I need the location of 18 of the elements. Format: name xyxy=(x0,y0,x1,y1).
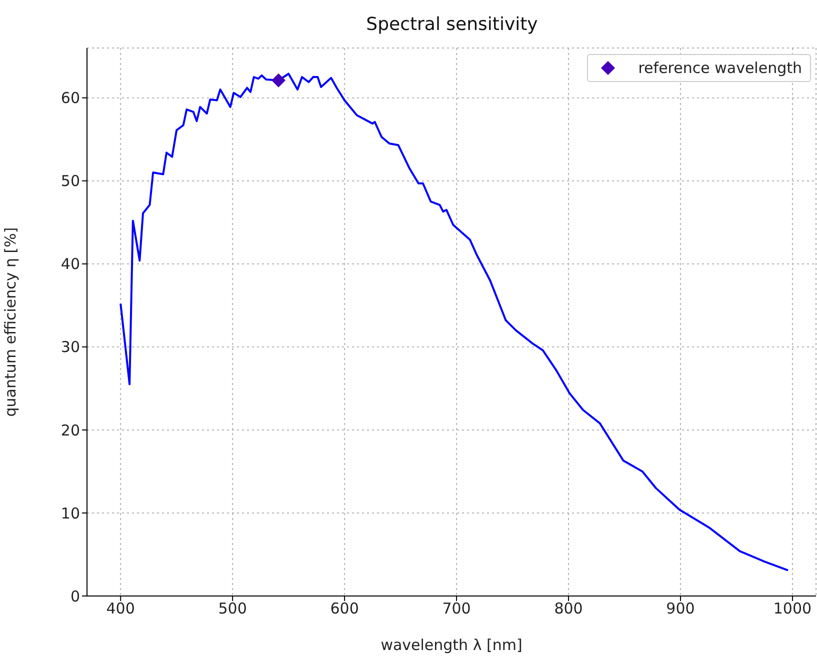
x-tick-label: 700 xyxy=(442,600,471,618)
x-tick-label: 1000 xyxy=(773,600,812,618)
x-tick-label: 800 xyxy=(554,600,583,618)
chart-title: Spectral sensitivity xyxy=(365,14,539,35)
y-axis-title: quantum efficiency η [%] xyxy=(1,227,20,417)
y-tick-label: 50 xyxy=(60,172,80,190)
y-tick-label: 20 xyxy=(60,421,80,440)
y-tick-label: 10 xyxy=(60,504,80,522)
x-tick-label: 900 xyxy=(666,600,695,618)
y-tick-label: 40 xyxy=(60,255,80,274)
x-tick-label: 500 xyxy=(218,600,247,618)
y-tick-label: 0 xyxy=(70,587,80,606)
y-tick-label: 30 xyxy=(60,338,80,356)
y-tick-label: 60 xyxy=(60,89,80,108)
legend-label: reference wavelength xyxy=(638,59,802,77)
x-axis-title: wavelength λ [nm] xyxy=(380,636,522,654)
x-tick-label: 600 xyxy=(330,600,359,618)
x-tick-label: 400 xyxy=(106,600,135,618)
